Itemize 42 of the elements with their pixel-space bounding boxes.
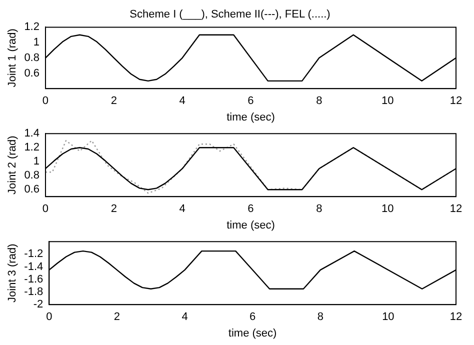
y-tick-label: -1.2	[24, 248, 44, 260]
x-tick-label: 10	[381, 95, 394, 108]
y-tick-label: -1.8	[24, 286, 44, 298]
x-tick-label: 2	[110, 203, 117, 216]
y-axis-title: Joint 1 (rad)	[6, 28, 19, 88]
x-tick-label: 12	[450, 311, 462, 324]
x-tick-label: 8	[316, 95, 322, 108]
x-tick-label: 6	[248, 203, 254, 216]
y-tick-label: 1	[33, 36, 40, 49]
x-tick-label: 12	[450, 203, 462, 216]
x-tick-label: 10	[381, 203, 394, 216]
x-tick-label: 8	[317, 311, 324, 324]
x-tick-label: 4	[179, 95, 186, 108]
x-tick-label: 8	[316, 203, 322, 216]
y-tick-label: 0.6	[24, 184, 40, 196]
x-axis-title: time (sec)	[226, 219, 275, 232]
x-tick-label: 2	[114, 311, 120, 324]
y-tick-label: 0.8	[24, 170, 40, 182]
y-tick-label: 1.4	[24, 128, 40, 140]
chart-title: Scheme I (___), Scheme II(---), FEL (.....)	[130, 8, 330, 21]
y-tick-label: 1.2	[24, 142, 40, 154]
y-tick-label: 0.8	[24, 52, 40, 64]
x-tick-label: 12	[450, 95, 462, 108]
x-axis-title: time (sec)	[226, 111, 275, 124]
y-tick-label: 1.2	[24, 21, 40, 34]
x-axis-title: time (sec)	[228, 327, 277, 340]
x-tick-label: 4	[179, 203, 186, 216]
x-tick-label: 6	[250, 311, 256, 324]
y-tick-label: 0.6	[24, 67, 40, 80]
y-axis-title: Joint 2 (rad)	[6, 136, 19, 194]
y-axis-title: Joint 3 (rad)	[6, 244, 19, 302]
x-tick-label: 0	[42, 95, 49, 108]
x-tick-label: 0	[46, 311, 52, 324]
x-tick-label: 2	[110, 95, 117, 108]
x-tick-label: 4	[182, 311, 188, 324]
y-tick-label: 1	[33, 156, 40, 168]
x-tick-label: 0	[42, 203, 49, 216]
y-tick-label: -1.4	[24, 260, 44, 273]
x-tick-label: 10	[382, 311, 394, 324]
y-tick-label: -2	[33, 298, 44, 311]
x-tick-label: 6	[248, 95, 254, 108]
y-tick-label: -1.6	[24, 273, 44, 286]
